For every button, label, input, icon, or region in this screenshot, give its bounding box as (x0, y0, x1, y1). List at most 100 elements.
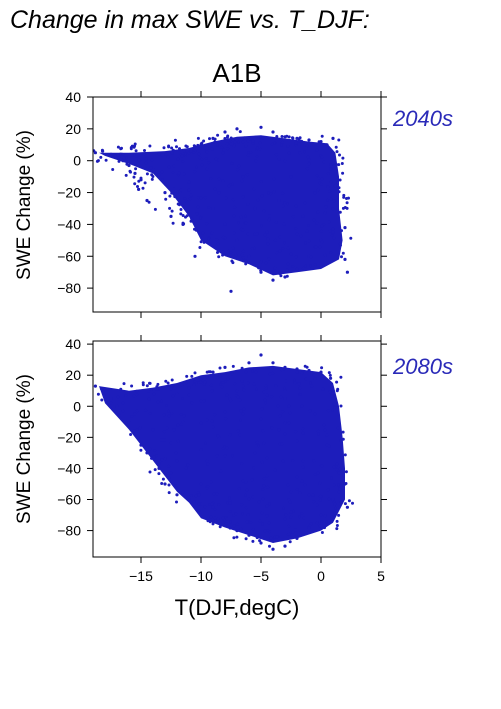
data-point (314, 245, 318, 249)
data-point (119, 147, 123, 151)
data-point (295, 232, 299, 236)
data-point (167, 464, 171, 468)
data-point (301, 266, 305, 270)
data-point (240, 462, 244, 466)
data-point (255, 387, 258, 391)
data-point (318, 498, 322, 502)
data-point (144, 157, 148, 161)
data-point (193, 254, 197, 258)
data-point (270, 426, 274, 430)
data-point (246, 513, 250, 517)
data-point (236, 429, 240, 433)
data-point (244, 506, 248, 510)
data-point (329, 163, 333, 167)
data-point (280, 143, 283, 147)
data-point (192, 383, 196, 387)
data-point (175, 500, 178, 504)
axes-2040s: 40 20 0 −20 −40 −60 −80 (57, 89, 387, 318)
data-point (223, 518, 226, 522)
data-point (157, 462, 161, 466)
data-point (132, 429, 136, 433)
data-point (215, 492, 219, 496)
data-point (261, 488, 265, 491)
data-point (119, 387, 123, 391)
data-point (320, 520, 324, 524)
data-point (338, 467, 342, 471)
data-point (226, 501, 230, 505)
data-point (176, 423, 180, 427)
data-point (243, 136, 247, 140)
data-point (137, 187, 141, 191)
data-point (210, 389, 214, 393)
data-point (256, 146, 259, 150)
data-point (154, 454, 158, 458)
data-point (335, 380, 339, 384)
data-point (141, 186, 145, 190)
data-point (292, 509, 295, 513)
data-point (224, 522, 228, 526)
data-point (228, 501, 232, 505)
data-point (133, 142, 137, 146)
data-point (162, 430, 166, 434)
data-point (175, 145, 178, 149)
data-point (250, 478, 254, 482)
data-point (285, 274, 289, 278)
data-point (320, 366, 324, 370)
y-tick-label: −20 (57, 185, 81, 201)
data-point (166, 155, 170, 159)
data-point (183, 197, 187, 200)
data-point (308, 409, 312, 413)
data-point (145, 451, 149, 455)
data-point (320, 177, 324, 181)
data-point (198, 246, 202, 249)
data-point (271, 371, 275, 375)
data-point (284, 379, 288, 383)
data-point (275, 535, 279, 539)
data-point (213, 187, 217, 191)
data-point (125, 162, 129, 166)
data-point (231, 261, 235, 265)
data-point (306, 155, 310, 159)
data-point (134, 155, 138, 158)
data-point (192, 144, 196, 148)
data-point (239, 418, 242, 422)
data-point (179, 422, 183, 426)
data-point (124, 394, 128, 398)
data-point (267, 191, 270, 195)
data-point (257, 444, 260, 448)
data-point (326, 185, 330, 189)
data-point (252, 382, 256, 386)
data-point (247, 497, 251, 501)
data-point (263, 398, 267, 402)
data-point (235, 522, 239, 526)
data-point (294, 255, 298, 259)
data-point (320, 224, 324, 228)
data-point (281, 204, 285, 208)
data-point (259, 541, 263, 545)
data-point (121, 409, 125, 413)
data-point (218, 366, 222, 370)
data-point (167, 491, 171, 495)
data-point (283, 421, 287, 425)
data-point (210, 147, 214, 151)
data-point (289, 510, 293, 514)
data-point (249, 150, 253, 154)
data-point (128, 169, 132, 173)
data-point (347, 499, 351, 503)
data-point (179, 413, 183, 416)
data-point (231, 138, 235, 142)
data-point (166, 381, 170, 385)
data-point (300, 371, 304, 375)
data-point (343, 226, 347, 230)
data-point (244, 493, 247, 497)
data-point (245, 520, 249, 524)
data-point (234, 512, 238, 516)
data-point (192, 500, 196, 504)
data-point (150, 173, 154, 177)
data-point (152, 455, 156, 459)
data-point (207, 161, 211, 165)
data-point (109, 401, 113, 405)
data-point (174, 484, 178, 488)
data-point (213, 140, 217, 144)
plot-frame-2080s (92, 340, 382, 558)
